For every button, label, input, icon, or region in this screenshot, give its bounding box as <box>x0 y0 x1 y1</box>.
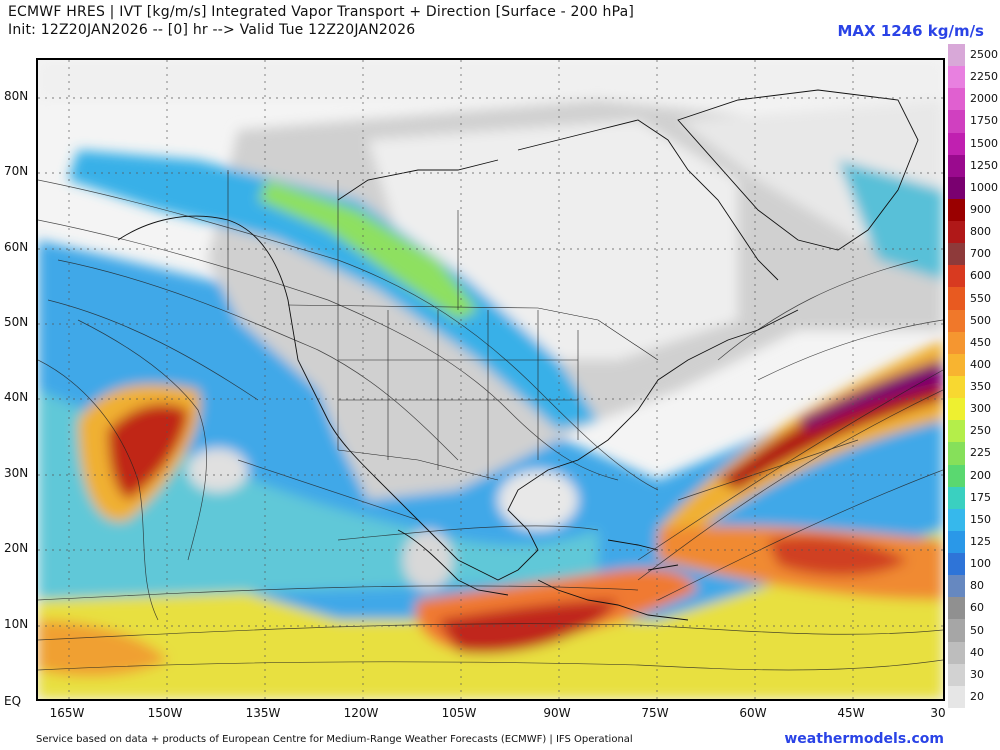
political-borders <box>227 170 659 481</box>
lon-label-135w: 135W <box>245 706 281 720</box>
lat-label-40n: 40N <box>4 390 29 404</box>
data-credit: Service based on data + products of Euro… <box>36 734 633 745</box>
colorbar-label: 350 <box>970 380 991 394</box>
colorbar-swatch <box>948 597 965 620</box>
max-value-label: MAX 1246 kg/m/s <box>837 22 984 40</box>
colorbar-swatch <box>948 221 965 244</box>
colorbar-label: 125 <box>970 535 991 548</box>
lat-label-30n: 30N <box>4 466 29 480</box>
colorbar-swatch <box>948 376 965 399</box>
lon-label-75w: 75W <box>641 706 669 720</box>
colorbar-label: 1750 <box>970 114 998 128</box>
colorbar-swatch <box>948 464 965 488</box>
lon-label-90w: 90W <box>543 706 571 720</box>
colorbar-label: 2500 <box>970 48 998 62</box>
lat-label-10n: 10N <box>4 617 29 631</box>
ivt-map-svg <box>38 60 943 699</box>
lat-label-80n: 80N <box>4 89 29 103</box>
colorbar-swatch <box>948 575 965 598</box>
init-valid-line: Init: 12Z20JAN2026 -- [0] hr --> Valid T… <box>8 22 416 38</box>
ivt-shading <box>38 60 943 699</box>
colorbar-swatch <box>948 88 965 111</box>
colorbar-label: 200 <box>970 468 991 482</box>
colorbar-label: 400 <box>970 357 991 371</box>
lat-label-70n: 70N <box>4 164 29 178</box>
colorbar-swatch <box>948 420 965 443</box>
colorbar-swatch <box>948 486 965 510</box>
colorbar-label: 600 <box>970 269 991 283</box>
lon-label-165w: 165W <box>49 706 85 720</box>
colorbar-label: 1250 <box>970 158 998 172</box>
map-title: ECMWF HRES | IVT [kg/m/s] Integrated Vap… <box>8 4 635 20</box>
lon-label-120w: 120W <box>343 706 379 720</box>
colorbar-label: 20 <box>970 689 984 703</box>
colorbar-swatch <box>948 685 965 709</box>
colorbar-label: 550 <box>970 291 991 305</box>
colorbar-label: 900 <box>970 203 991 216</box>
colorbar-swatch <box>948 287 965 311</box>
colorbar-swatch <box>948 619 965 643</box>
ivt-map-panel[interactable] <box>36 58 945 701</box>
colorbar-swatch <box>948 110 965 134</box>
colorbar-label: 50 <box>970 623 984 637</box>
colorbar-label: 300 <box>970 402 991 416</box>
colorbar <box>948 44 965 709</box>
colorbar-swatch <box>948 442 965 466</box>
colorbar-swatch <box>948 331 965 355</box>
colorbar-label: 150 <box>970 512 991 526</box>
colorbar-swatch <box>948 641 965 665</box>
colorbar-label: 2250 <box>970 70 998 84</box>
lat-label-20n: 20N <box>4 541 29 555</box>
colorbar-swatch <box>948 44 965 67</box>
colorbar-swatch <box>948 353 965 377</box>
colorbar-swatch <box>948 198 965 222</box>
colorbar-swatch <box>948 309 965 333</box>
colorbar-label: 1500 <box>970 136 998 150</box>
lon-label-60w: 60W <box>739 706 767 720</box>
lon-label-105w: 105W <box>441 706 477 720</box>
lat-label-60n: 60N <box>4 240 29 254</box>
colorbar-label: 250 <box>970 424 991 438</box>
lat-label-eq: EQ <box>4 694 22 708</box>
colorbar-swatch <box>948 553 965 576</box>
coastlines <box>117 89 919 621</box>
colorbar-label: 800 <box>970 225 991 239</box>
colorbar-swatch <box>948 530 965 554</box>
colorbar-label: 80 <box>970 579 984 593</box>
colorbar-label: 60 <box>970 601 984 615</box>
colorbar-swatch <box>948 243 965 266</box>
colorbar-swatch <box>948 398 965 421</box>
colorbar-label: 30 <box>970 667 984 681</box>
brand-link[interactable]: weathermodels.com <box>784 731 944 747</box>
colorbar-swatch <box>948 176 965 200</box>
colorbar-swatch <box>948 265 965 288</box>
colorbar-label: 2000 <box>970 92 998 106</box>
colorbar-swatch <box>948 154 965 178</box>
ivt-streamlines <box>38 179 943 671</box>
lon-label-30: 30 <box>930 706 946 720</box>
colorbar-swatch <box>948 132 965 156</box>
colorbar-label: 500 <box>970 313 991 327</box>
colorbar-label: 1000 <box>970 180 998 194</box>
colorbar-label: 175 <box>970 490 991 504</box>
graticule <box>38 60 943 699</box>
colorbar-label: 450 <box>970 335 991 349</box>
lon-label-150w: 150W <box>147 706 183 720</box>
colorbar-label: 100 <box>970 557 991 571</box>
colorbar-swatch <box>948 66 965 89</box>
colorbar-label: 700 <box>970 247 991 261</box>
lon-label-45w: 45W <box>837 706 865 720</box>
colorbar-swatch <box>948 663 965 687</box>
colorbar-swatch <box>948 508 965 532</box>
lat-label-50n: 50N <box>4 315 29 329</box>
colorbar-label: 40 <box>970 645 984 659</box>
colorbar-label: 225 <box>970 446 991 460</box>
